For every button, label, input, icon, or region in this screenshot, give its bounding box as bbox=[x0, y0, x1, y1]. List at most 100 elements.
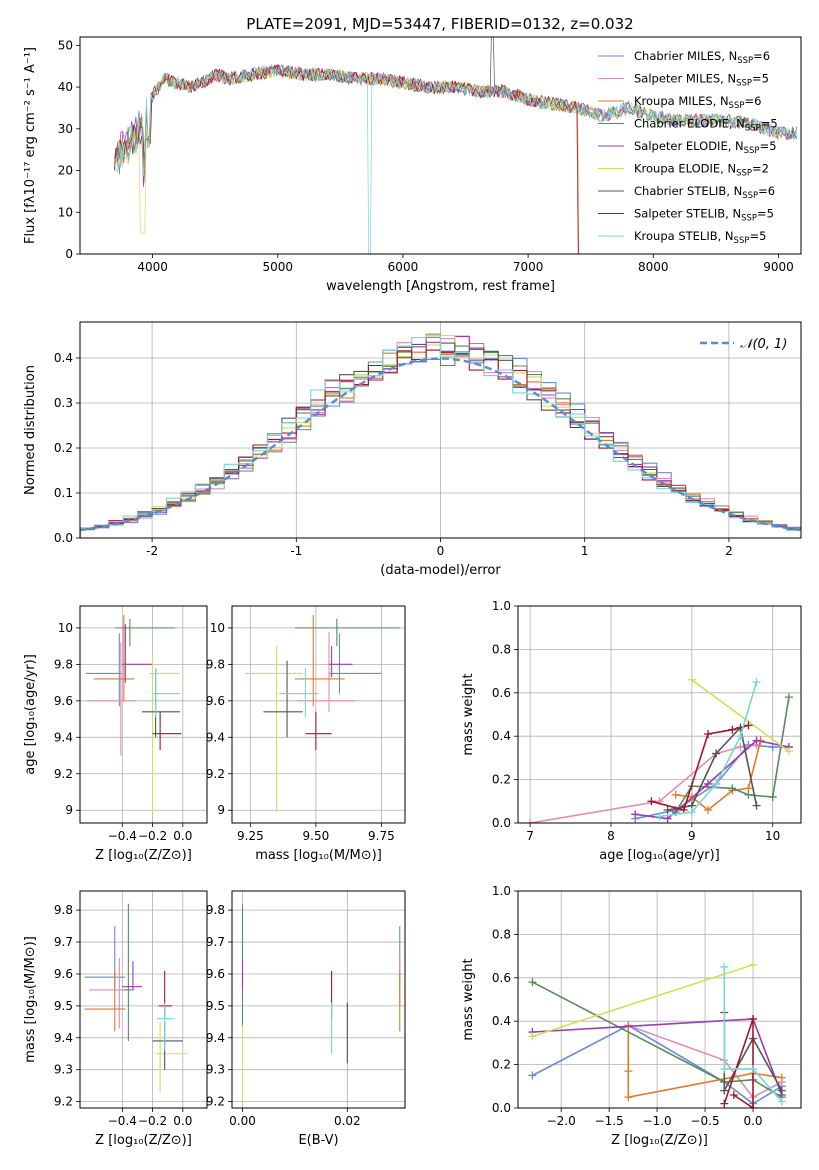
x-tick-label: 9 bbox=[688, 829, 696, 843]
x-axis-label: mass [log₁₀(M/M⊙)] bbox=[255, 848, 382, 863]
x-tick-label: 1 bbox=[581, 544, 589, 558]
weight-line bbox=[532, 964, 754, 1038]
y-axis-label: Normed distribution bbox=[23, 365, 38, 495]
weight-marker bbox=[720, 1064, 729, 1073]
y-tick-label: 10 bbox=[58, 621, 73, 635]
x-tick-label: -1 bbox=[290, 544, 302, 558]
x-tick-label: 0 bbox=[437, 544, 445, 558]
y-tick-label: 9.4 bbox=[206, 1031, 225, 1045]
plot-area bbox=[113, 37, 798, 254]
axes-frame bbox=[79, 605, 208, 824]
y-tick-label: 0.0 bbox=[492, 1101, 511, 1115]
weight-marker bbox=[749, 960, 758, 969]
legend-subscript: SSP bbox=[734, 236, 750, 246]
x-tick-label: 6000 bbox=[388, 260, 419, 274]
x-tick-label: 7000 bbox=[513, 260, 544, 274]
spectrum-line bbox=[114, 64, 797, 163]
plot-area bbox=[245, 615, 400, 813]
plot-area bbox=[241, 903, 401, 1102]
y-tick-label: 30 bbox=[58, 122, 73, 136]
panel-age_vs_mass: 9.25 9.50 9.75 9 9.2 9.4 9.6 9.8 10 mass [log₁₀(M… bbox=[206, 605, 406, 863]
legend-count: =5 bbox=[757, 207, 774, 221]
weight-marker bbox=[720, 1086, 729, 1095]
x-tick-label: 9.50 bbox=[303, 829, 330, 843]
legend-count: =6 bbox=[753, 49, 770, 63]
y-tick-label: 50 bbox=[58, 38, 73, 52]
legend-subscript: SSP bbox=[741, 214, 757, 224]
y-tick-label: 9.2 bbox=[206, 1095, 225, 1109]
weight-marker bbox=[712, 779, 721, 788]
y-tick-label: 1.0 bbox=[492, 599, 511, 613]
y-tick-label: 0 bbox=[65, 247, 73, 261]
weight-marker bbox=[720, 962, 729, 971]
x-tick-label: −0.2 bbox=[138, 1114, 167, 1128]
weight-marker bbox=[784, 693, 793, 702]
legend-count: =5 bbox=[760, 139, 777, 153]
weight-marker bbox=[704, 805, 713, 814]
weight-marker bbox=[687, 808, 696, 817]
legend-subscript: SSP bbox=[742, 191, 758, 201]
panel-weight_vs_Z: −2.0 −1.5 −1.0 −0.5 0.0 0.0 0.2 0.4 0.6 0.8 1.0 Z [… bbox=[461, 884, 802, 1148]
weight-marker bbox=[631, 810, 640, 819]
y-tick-label: 0.4 bbox=[492, 729, 511, 743]
x-tick-label: −2.0 bbox=[547, 1114, 576, 1128]
weight-marker bbox=[624, 1093, 633, 1102]
weight-marker bbox=[736, 732, 745, 741]
legend-series-name: Kroupa ELODIE, N bbox=[634, 162, 736, 176]
legend-label: Kroupa ELODIE, NSSP=2 bbox=[634, 162, 769, 179]
y-tick-label: 10 bbox=[210, 621, 225, 635]
x-tick-label: −0.2 bbox=[138, 829, 167, 843]
x-axis-label: Z [log₁₀(Z/Z⊙)] bbox=[611, 1133, 708, 1148]
panel-weight_vs_age: 7 8 9 10 0.0 0.2 0.4 0.6 0.8 1.0 age [log₁₀(age/yr… bbox=[461, 599, 802, 863]
x-tick-label: 0.0 bbox=[173, 1114, 192, 1128]
weight-marker bbox=[704, 730, 713, 739]
weight-marker bbox=[729, 1090, 738, 1099]
legend-count: =5 bbox=[761, 117, 778, 131]
normal-curve bbox=[80, 357, 801, 532]
axes-frame bbox=[79, 890, 208, 1109]
weight-marker bbox=[528, 1032, 537, 1041]
y-tick-label: 9.6 bbox=[54, 694, 73, 708]
legend-label: Kroupa MILES, NSSP=6 bbox=[634, 94, 761, 111]
y-tick-label: 9.4 bbox=[206, 730, 225, 744]
legend-series-name: Kroupa STELIB, N bbox=[634, 229, 734, 243]
x-tick-label: −0.4 bbox=[108, 1114, 137, 1128]
weight-line bbox=[691, 679, 790, 753]
y-axis-label: mass [log₁₀(M/M⊙)] bbox=[23, 936, 38, 1063]
legend-subscript: SSP bbox=[745, 124, 761, 134]
y-tick-label: 0.6 bbox=[492, 686, 511, 700]
legend-count: =5 bbox=[752, 72, 769, 86]
axes-frame bbox=[231, 605, 406, 824]
y-tick-label: 0.8 bbox=[492, 642, 511, 656]
weight-line bbox=[532, 981, 783, 1098]
axes-frame bbox=[79, 36, 802, 255]
y-tick-label: 9.7 bbox=[54, 935, 73, 949]
weight-marker bbox=[749, 1104, 758, 1108]
x-tick-label: −1.0 bbox=[643, 1114, 672, 1128]
panel-mass_vs_Z: −0.4 −0.2 0.0 9.2 9.3 9.4 9.5 9.6 9.7 9.8 Z [log₁₀… bbox=[23, 890, 208, 1148]
x-tick-label: 5000 bbox=[263, 260, 294, 274]
y-tick-label: 0.4 bbox=[54, 351, 73, 365]
y-tick-label: 9.2 bbox=[54, 767, 73, 781]
spectrum-line bbox=[113, 63, 579, 254]
weight-marker bbox=[687, 675, 696, 684]
weight-line bbox=[723, 1018, 754, 1108]
plot-area bbox=[84, 903, 188, 1093]
x-tick-label: 0.0 bbox=[743, 1114, 762, 1128]
x-axis-label: E(B-V) bbox=[298, 1133, 338, 1148]
y-tick-label: 0.2 bbox=[54, 441, 73, 455]
x-axis-label: Z [log₁₀(Z/Z⊙)] bbox=[95, 848, 192, 863]
y-tick-label: 9.2 bbox=[206, 767, 225, 781]
weight-marker bbox=[784, 747, 793, 756]
legend-series-name: Chabrier STELIB, N bbox=[634, 184, 742, 198]
legend-count: =2 bbox=[752, 162, 769, 176]
y-tick-label: 9.8 bbox=[206, 903, 225, 917]
legend-label: Salpeter STELIB, NSSP=5 bbox=[634, 207, 774, 224]
y-tick-label: 9.3 bbox=[54, 1063, 73, 1077]
histogram-steps bbox=[80, 334, 801, 538]
weight-marker bbox=[528, 1071, 537, 1080]
y-tick-label: 9.8 bbox=[54, 657, 73, 671]
weight-marker bbox=[720, 1099, 729, 1108]
